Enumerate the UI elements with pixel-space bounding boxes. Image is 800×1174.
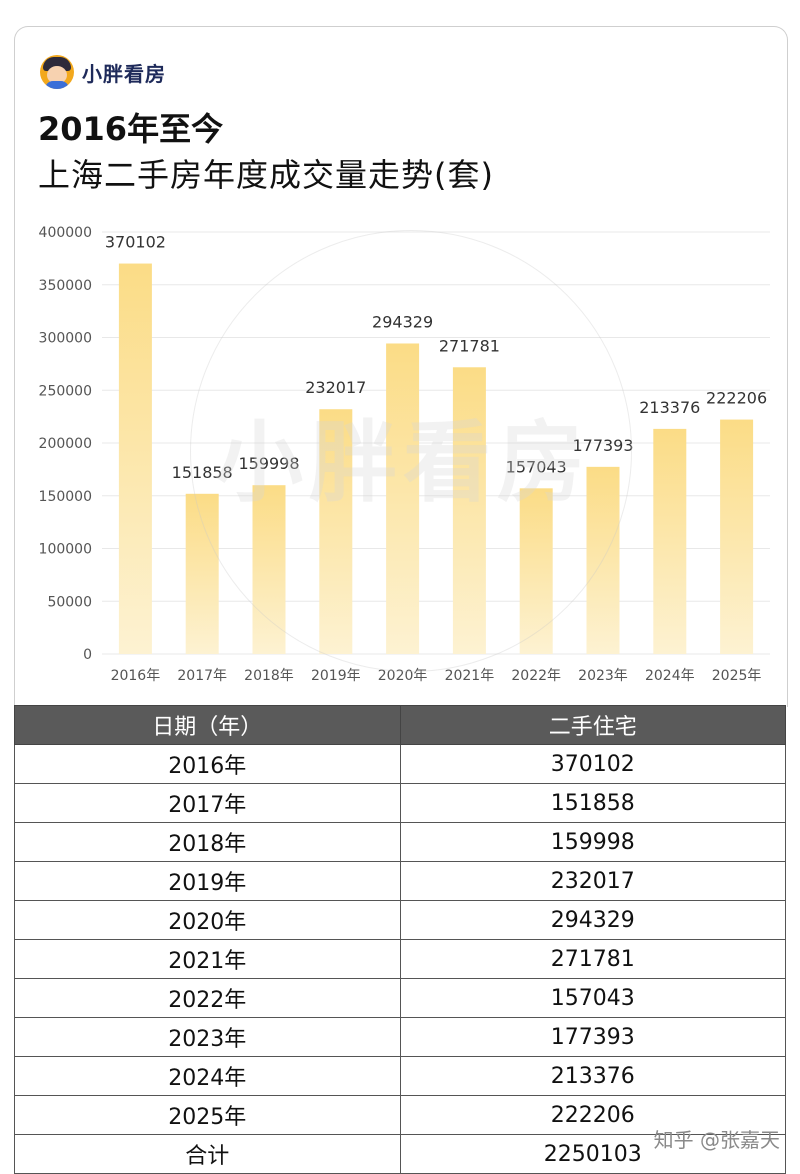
table-row: 2016年 370102	[14, 744, 786, 784]
bar	[653, 428, 687, 654]
table-row: 2017年 151858	[14, 783, 786, 823]
row-year: 2025年	[14, 1095, 401, 1135]
x-tick-label: 2024年	[645, 668, 695, 684]
table-row: 2022年 157043	[14, 978, 786, 1018]
axis-labels: 0 50000 100000 150000 200000 250000 300000 3500…	[39, 225, 762, 684]
x-tick-label: 2025年	[712, 668, 762, 684]
y-tick-label: 50000	[47, 594, 92, 610]
y-tick-label: 350000	[39, 278, 92, 294]
bar	[720, 419, 754, 654]
total-value: 2250103	[399, 1134, 786, 1174]
zhihu-watermark: 知乎 @张嘉天	[653, 1128, 780, 1152]
y-tick-label: 400000	[39, 225, 92, 241]
chart-title-line2: 上海二手房年度成交量走势(套)	[38, 156, 494, 194]
x-tick-label: 2022年	[511, 668, 561, 684]
row-year: 2024年	[14, 1056, 401, 1096]
x-tick-label: 2018年	[244, 668, 294, 684]
data-label: 370102	[105, 233, 166, 252]
row-value: 213376	[399, 1056, 786, 1096]
x-tick-label: 2020年	[378, 668, 428, 684]
header-secondhand-housing: 二手住宅	[399, 705, 786, 745]
watermark-ring	[190, 230, 632, 672]
data-table: 日期（年） 二手住宅 2016年 370102 2017年 151858 2018年…	[14, 705, 786, 1174]
table-row: 2018年 159998	[14, 822, 786, 862]
total-label: 合计	[14, 1134, 401, 1174]
chart-title-line1: 2016年至今	[38, 110, 224, 148]
row-year: 2023年	[14, 1017, 401, 1057]
table-row: 2023年 177393	[14, 1017, 786, 1057]
brand-header: 小胖看房	[40, 52, 166, 92]
row-year: 2019年	[14, 861, 401, 901]
row-value: 294329	[399, 900, 786, 940]
row-value: 232017	[399, 861, 786, 901]
row-value: 177393	[399, 1017, 786, 1057]
table-row: 2025年 222206	[14, 1095, 786, 1135]
y-tick-label: 100000	[39, 542, 92, 558]
y-tick-label: 0	[83, 647, 92, 663]
row-value: 159998	[399, 822, 786, 862]
table-header-row: 日期（年） 二手住宅	[14, 705, 786, 745]
x-tick-label: 2023年	[578, 668, 628, 684]
x-tick-label: 2017年	[177, 668, 227, 684]
y-tick-label: 200000	[39, 436, 92, 452]
table-row: 2020年 294329	[14, 900, 786, 940]
row-year: 2020年	[14, 900, 401, 940]
row-year: 2016年	[14, 744, 401, 784]
header-date: 日期（年）	[14, 705, 401, 745]
row-value: 222206	[399, 1095, 786, 1135]
cartoon-avatar-icon	[40, 55, 74, 89]
x-tick-label: 2021年	[445, 668, 495, 684]
table-row: 2024年 213376	[14, 1056, 786, 1096]
y-tick-label: 250000	[39, 383, 92, 399]
row-year: 2017年	[14, 783, 401, 823]
x-tick-label: 2016年	[111, 668, 161, 684]
data-label: 213376	[639, 398, 700, 417]
row-year: 2022年	[14, 978, 401, 1018]
table-row: 2019年 232017	[14, 861, 786, 901]
row-value: 157043	[399, 978, 786, 1018]
watermark-text: 小胖看房	[215, 411, 592, 514]
row-year: 2021年	[14, 939, 401, 979]
brand-name: 小胖看房	[82, 61, 166, 86]
row-value: 271781	[399, 939, 786, 979]
data-label: 222206	[706, 389, 767, 408]
y-tick-label: 300000	[39, 331, 92, 347]
bar	[118, 263, 152, 654]
table-row: 2021年 271781	[14, 939, 786, 979]
row-year: 2018年	[14, 822, 401, 862]
y-tick-label: 150000	[39, 489, 92, 505]
x-tick-label: 2019年	[311, 668, 361, 684]
row-value: 370102	[399, 744, 786, 784]
row-value: 151858	[399, 783, 786, 823]
